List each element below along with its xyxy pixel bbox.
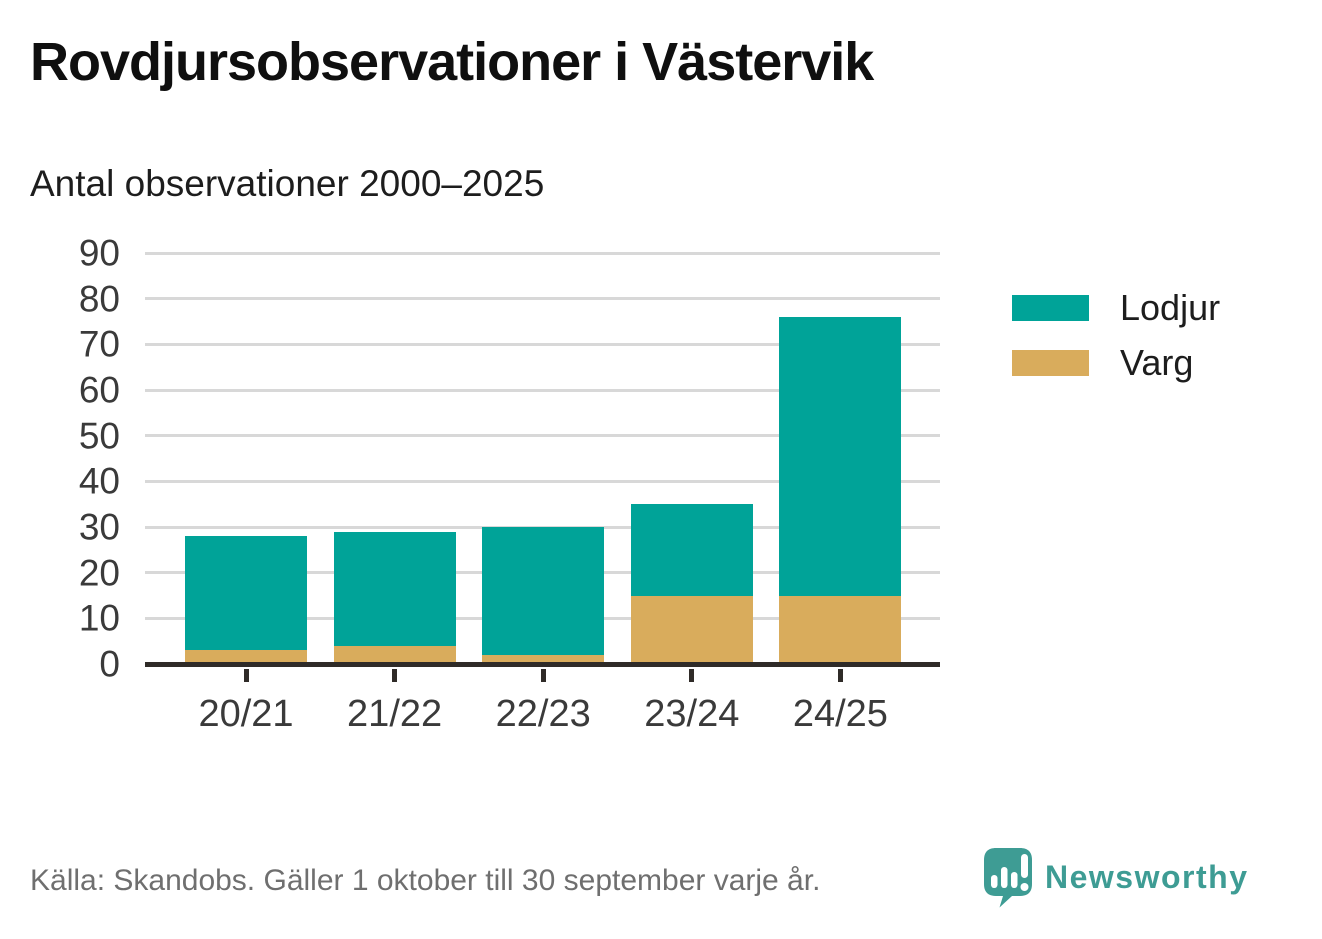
x-tick-24/25 (837, 669, 843, 682)
y-tick-label-50: 50 (78, 415, 120, 457)
y-tick-label-0: 0 (99, 643, 120, 685)
bar-segment-varg-23/24 (630, 595, 753, 664)
gridline-70 (145, 342, 940, 346)
legend-label-varg: Varg (1120, 342, 1194, 383)
legend-swatch-varg (1012, 350, 1089, 376)
gridline-30 (145, 525, 940, 529)
bar-segment-lodjur-21/22 (333, 531, 456, 646)
bar-segment-varg-21/22 (333, 645, 456, 664)
y-tick-label-40: 40 (78, 460, 120, 502)
x-tick-22/23 (540, 669, 546, 682)
y-tick-label-10: 10 (78, 597, 120, 639)
newsworthy-logo-icon (984, 848, 1032, 908)
chart-title: Rovdjursobservationer i Västervik (30, 32, 874, 92)
brand-logo: Newsworthy (982, 845, 1248, 909)
y-tick-label-20: 20 (78, 552, 120, 594)
gridline-50 (145, 434, 940, 438)
x-tick-20/21 (243, 669, 249, 682)
x-tick-label-22/23: 22/23 (495, 693, 591, 735)
bar-segment-lodjur-22/23 (482, 527, 605, 655)
brand-name: Newsworthy (1045, 859, 1249, 895)
x-tick-label-23/24: 23/24 (644, 693, 740, 735)
plot-area: 20/21 21/22 22/23 23/24 24/25 (145, 251, 940, 735)
chart-subtitle: Antal observationer 2000–2025 (30, 163, 545, 204)
legend-label-lodjur: Lodjur (1120, 287, 1221, 328)
y-tick-label-30: 30 (78, 506, 120, 548)
x-tick-23/24 (689, 669, 695, 682)
bar-segment-varg-24/25 (779, 595, 902, 664)
x-tick-label-24/25: 24/25 (792, 693, 888, 735)
x-tick-21/22 (392, 669, 398, 682)
bar-segment-lodjur-23/24 (630, 504, 753, 596)
y-tick-label-60: 60 (78, 369, 120, 411)
source-note: Källa: Skandobs. Gäller 1 oktober till 3… (30, 864, 821, 897)
legend-swatch-lodjur (1012, 295, 1089, 321)
y-axis-labels: 0 10 20 30 40 50 60 70 80 90 (0, 235, 120, 683)
bar-segment-varg-20/21 (185, 650, 307, 664)
legend-item-varg: Varg (1012, 341, 1220, 385)
gridline-60 (145, 388, 940, 392)
x-tick-label-21/22: 21/22 (347, 693, 443, 735)
y-tick-label-80: 80 (78, 278, 120, 320)
y-tick-label-90: 90 (78, 232, 120, 274)
bar-segment-lodjur-24/25 (779, 316, 902, 596)
gridline-40 (145, 479, 940, 483)
legend-item-lodjur: Lodjur (1012, 286, 1220, 330)
bar-segment-lodjur-20/21 (185, 536, 307, 651)
y-tick-label-70: 70 (78, 323, 120, 365)
gridline-90 (145, 251, 940, 255)
x-tick-label-20/21: 20/21 (198, 693, 294, 735)
legend: Lodjur Varg (1012, 286, 1220, 396)
gridline-80 (145, 297, 940, 301)
x-axis-line (145, 662, 940, 667)
bar-segment-varg-22/23 (482, 654, 605, 664)
